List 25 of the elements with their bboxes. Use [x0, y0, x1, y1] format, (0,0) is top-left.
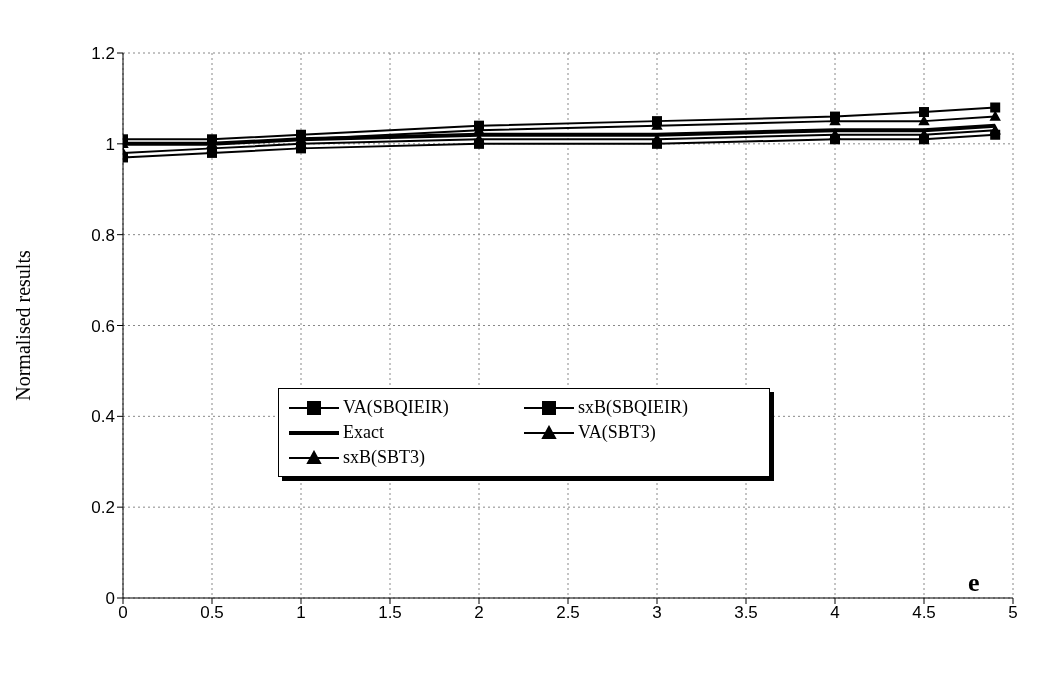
legend-label: VA(SBQIEIR): [343, 397, 449, 418]
y-tick-label: 0.4: [91, 407, 115, 427]
x-tick-label: 1.5: [378, 603, 402, 623]
x-tick-label: 3.5: [734, 603, 758, 623]
y-tick-label: 1: [105, 134, 115, 154]
x-axis-title: e: [968, 568, 980, 598]
x-tick-label: 0: [118, 603, 128, 623]
legend-label: Exact: [343, 422, 384, 443]
x-tick-label: 2.5: [556, 603, 580, 623]
x-tick-label: 1: [296, 603, 306, 623]
y-tick-label: 0: [105, 589, 115, 609]
legend-label: VA(SBT3): [578, 422, 656, 443]
x-tick-label: 4.5: [912, 603, 936, 623]
y-axis-title: Normalised results: [12, 250, 35, 401]
x-tick-label: 2: [474, 603, 484, 623]
legend-label: sxB(SBT3): [343, 447, 426, 468]
y-tick-label: 1.2: [91, 44, 115, 64]
y-tick-label: 0.2: [91, 498, 115, 518]
legend-label: sxB(SBQIEIR): [578, 397, 689, 418]
x-tick-label: 0.5: [200, 603, 224, 623]
x-tick-label: 3: [652, 603, 662, 623]
x-tick-label: 4: [830, 603, 840, 623]
x-tick-label: 5: [1008, 603, 1018, 623]
y-tick-label: 0.6: [91, 316, 115, 336]
y-tick-label: 0.8: [91, 225, 115, 245]
